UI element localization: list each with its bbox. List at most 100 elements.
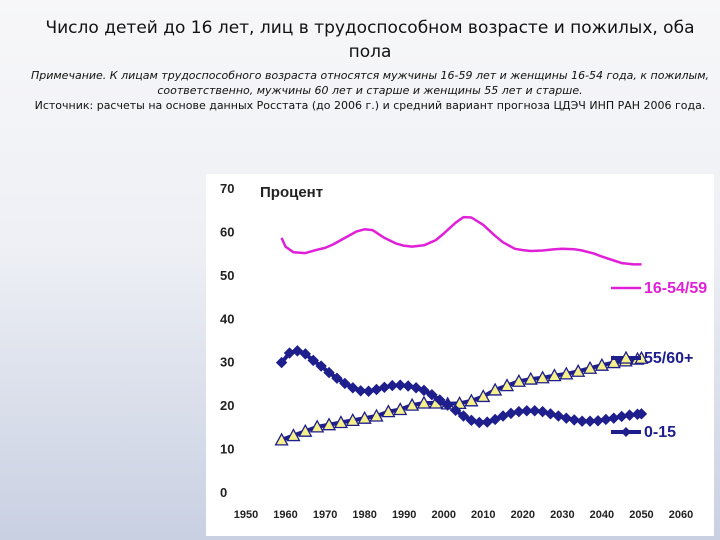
point-marker: [386, 379, 399, 392]
point-marker: [582, 360, 598, 374]
point-marker: [535, 370, 550, 384]
point-marker: [544, 408, 557, 420]
legend-marker: [618, 350, 634, 364]
point-marker: [615, 410, 628, 423]
x-tick-label: 2040: [590, 509, 614, 521]
point-marker: [286, 428, 301, 442]
y-tick-label: 50: [220, 268, 234, 283]
point-marker: [489, 413, 501, 426]
point-marker: [449, 404, 462, 417]
y-tick-label: 70: [220, 181, 234, 196]
legend-marker: [621, 427, 631, 437]
point-marker: [499, 378, 515, 392]
legend-label: 55/60+: [644, 350, 693, 367]
point-marker: [354, 385, 367, 397]
point-marker: [404, 397, 420, 411]
chart-panel: 0 10 20 30 40 50 60 70 1950 1960 1970 1980 1990 2000…: [206, 174, 714, 536]
point-marker: [299, 348, 312, 360]
y-tick-label: 30: [220, 355, 234, 370]
point-marker: [559, 366, 574, 380]
point-marker: [339, 377, 351, 390]
point-marker: [315, 360, 327, 372]
point-marker: [291, 345, 304, 357]
legend-label: 16-54/59: [644, 280, 707, 297]
x-axis-ticks: 1950 1960 1970 1980 1990 2000 2010 2020 2030 2040…: [234, 509, 693, 521]
point-marker: [528, 405, 541, 417]
point-marker: [608, 412, 620, 424]
y-axis-label: Процент: [260, 184, 323, 201]
point-marker: [345, 412, 360, 426]
point-marker: [310, 419, 325, 433]
point-marker: [331, 372, 343, 384]
point-marker: [321, 417, 337, 431]
page-title: Число детей до 16 лет, лиц в трудоспособ…: [45, 18, 695, 62]
x-tick-label: 1990: [392, 509, 416, 521]
legend-label: 0-15: [644, 424, 676, 441]
point-marker: [594, 357, 610, 371]
point-marker: [560, 412, 573, 424]
point-marker: [511, 373, 526, 387]
point-marker: [600, 413, 612, 426]
x-tick-label: 2050: [629, 509, 653, 521]
point-marker: [416, 395, 432, 409]
point-marker: [275, 356, 288, 369]
point-marker: [370, 383, 383, 396]
point-marker: [536, 405, 549, 418]
point-marker: [457, 410, 470, 422]
source-text: Источник: расчеты на основе данных Росст…: [34, 99, 706, 112]
x-tick-label: 2000: [431, 509, 455, 521]
point-marker: [523, 371, 538, 385]
point-marker: [568, 414, 580, 426]
point-marker: [418, 384, 430, 397]
series-markers: [274, 345, 649, 446]
y-axis-ticks: 0 10 20 30 40 50 60 70: [220, 181, 234, 500]
x-tick-label: 2060: [669, 509, 693, 521]
point-marker: [547, 368, 562, 382]
point-marker: [584, 415, 596, 427]
y-tick-label: 60: [220, 224, 234, 239]
point-marker: [333, 415, 349, 429]
point-marker: [552, 410, 565, 422]
point-marker: [307, 354, 319, 367]
point-marker: [473, 416, 486, 429]
point-marker: [394, 379, 406, 391]
point-marker: [606, 355, 621, 369]
point-marker: [434, 394, 446, 406]
x-tick-label: 1970: [313, 509, 337, 521]
x-tick-label: 1980: [352, 509, 376, 521]
point-marker: [576, 415, 588, 427]
point-marker: [592, 415, 604, 427]
point-marker: [402, 380, 414, 392]
y-tick-label: 40: [220, 311, 234, 326]
point-marker: [476, 389, 491, 403]
point-marker: [488, 382, 503, 396]
point-marker: [347, 382, 359, 394]
note-text: Примечание. К лицам трудоспособного возр…: [30, 69, 710, 97]
x-tick-label: 1960: [273, 509, 297, 521]
point-marker: [465, 414, 478, 427]
x-tick-label: 2030: [550, 509, 574, 521]
y-tick-label: 20: [220, 398, 234, 413]
point-marker: [521, 405, 533, 417]
point-marker: [441, 399, 454, 411]
point-marker: [323, 366, 335, 379]
point-marker: [357, 410, 372, 424]
legend: 16-54/59 55/60+ 0-15: [611, 280, 707, 441]
point-marker: [464, 393, 479, 407]
point-marker: [635, 408, 648, 420]
point-marker: [381, 404, 396, 418]
point-marker: [378, 381, 391, 394]
point-marker: [274, 432, 289, 446]
x-tick-label: 1950: [234, 509, 258, 521]
note-block: Примечание. К лицам трудоспособного возр…: [30, 68, 710, 113]
point-marker: [298, 423, 313, 437]
x-tick-label: 2020: [511, 509, 535, 521]
point-marker: [571, 363, 586, 377]
point-marker: [369, 408, 384, 422]
series-line-16-54/59: [280, 215, 642, 266]
point-marker: [426, 389, 438, 401]
y-tick-label: 0: [220, 485, 227, 500]
y-tick-label: 10: [220, 442, 234, 457]
x-tick-label: 2010: [471, 509, 495, 521]
